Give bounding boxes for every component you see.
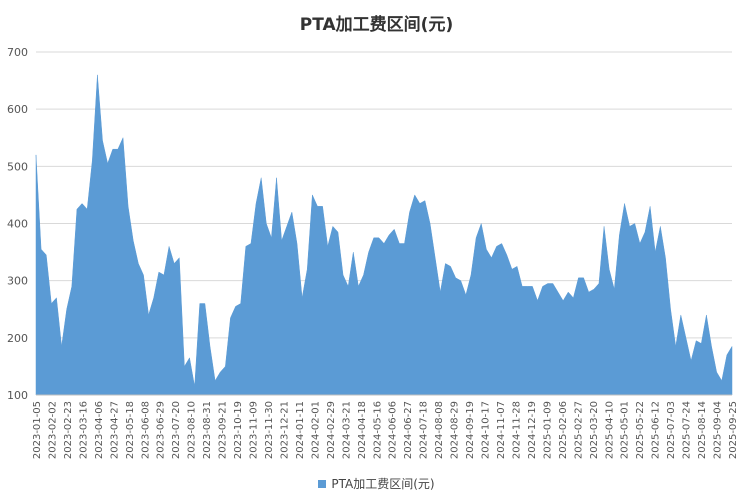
y-tick-label: 100 (7, 389, 28, 402)
x-tick-label: 2025-02-27 (573, 401, 584, 459)
x-tick-label: 2025-02-06 (558, 401, 569, 459)
x-tick-label: 2024-07-18 (419, 401, 430, 459)
x-tick-label: 2025-06-12 (651, 401, 662, 459)
x-tick-label: 2023-08-10 (187, 401, 198, 459)
x-tick-label: 2025-09-04 (713, 401, 724, 459)
x-tick-label: 2023-01-05 (32, 401, 43, 459)
x-tick-label: 2023-02-23 (63, 401, 74, 459)
legend-swatch (318, 479, 327, 488)
x-tick-label: 2024-06-06 (388, 401, 399, 459)
x-tick-label: 2025-03-20 (589, 401, 600, 459)
x-tick-label: 2023-04-06 (94, 401, 105, 459)
x-tick-label: 2025-05-22 (635, 401, 646, 459)
legend-label: PTA加工费区间(元) (331, 477, 435, 491)
x-tick-label: 2024-04-18 (357, 401, 368, 459)
x-tick-label: 2024-11-07 (496, 401, 507, 459)
x-tick-label: 2023-02-02 (47, 401, 58, 459)
x-tick-label: 2025-09-25 (728, 401, 739, 459)
x-tick-label: 2024-08-29 (450, 401, 461, 459)
x-tick-label: 2023-12-21 (279, 401, 290, 459)
x-tick-label: 2024-12-19 (527, 401, 538, 459)
x-tick-label: 2023-05-18 (125, 401, 136, 459)
y-tick-label: 400 (7, 218, 28, 231)
x-tick-label: 2024-09-19 (465, 401, 476, 459)
x-tick-label: 2025-07-24 (682, 401, 693, 459)
x-tick-label: 2024-01-11 (295, 401, 306, 459)
x-tick-label: 2025-07-03 (666, 401, 677, 459)
x-tick-label: 2023-10-19 (233, 401, 244, 459)
x-tick-label: 2024-02-01 (310, 401, 321, 459)
x-tick-label: 2024-05-16 (372, 401, 383, 459)
y-tick-label: 600 (7, 103, 28, 116)
y-tick-label: 500 (7, 160, 28, 173)
x-tick-label: 2025-05-01 (620, 401, 631, 459)
x-tick-label: 2024-11-28 (511, 401, 522, 459)
y-tick-label: 200 (7, 332, 28, 345)
x-tick-label: 2025-08-14 (697, 401, 708, 459)
x-tick-label: 2024-03-21 (341, 401, 352, 459)
x-tick-label: 2023-06-29 (156, 401, 167, 459)
x-tick-label: 2024-08-08 (434, 401, 445, 459)
x-tick-label: 2023-06-08 (140, 401, 151, 459)
x-tick-label: 2025-01-09 (542, 401, 553, 459)
x-tick-label: 2024-06-27 (403, 401, 414, 459)
x-tick-label: 2023-11-09 (249, 401, 260, 459)
x-tick-label: 2023-08-31 (202, 401, 213, 459)
y-tick-label: 700 (7, 46, 28, 59)
series-area (35, 74, 733, 396)
x-tick-label: 2023-04-27 (109, 401, 120, 459)
x-tick-label: 2025-04-10 (604, 401, 615, 459)
chart-title: PTA加工费区间(元) (299, 15, 454, 35)
x-tick-label: 2024-02-29 (326, 401, 337, 459)
y-tick-label: 300 (7, 275, 28, 288)
x-tick-label: 2024-10-17 (481, 401, 492, 459)
legend: PTA加工费区间(元) (0, 475, 753, 492)
x-tick-label: 2023-07-20 (171, 401, 182, 459)
x-tick-label: 2023-09-21 (218, 401, 229, 459)
x-tick-label: 2023-11-30 (264, 401, 275, 459)
x-tick-label: 2023-03-16 (78, 401, 89, 459)
